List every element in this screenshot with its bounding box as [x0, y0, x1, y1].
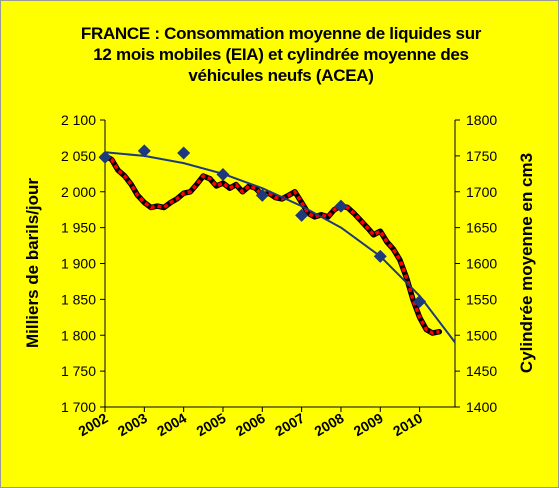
displacement-marker [255, 188, 269, 202]
left-axis-tick-label: 2 050 [61, 148, 96, 164]
x-axis-tick-label: 2008 [311, 410, 346, 440]
right-axis-tick-label: 1500 [466, 327, 497, 343]
x-axis-tick-label: 2009 [351, 410, 386, 440]
x-axis-tick-label: 2010 [390, 410, 425, 440]
displacement-marker [295, 208, 309, 222]
plot-area [98, 144, 456, 344]
right-axis-tick-label: 1400 [466, 399, 497, 415]
x-axis-tick-label: 2003 [115, 410, 150, 440]
right-axis-tick-label: 1650 [466, 220, 497, 236]
x-axis-tick-label: 2007 [272, 410, 307, 440]
right-axis-tick-label: 1750 [466, 148, 497, 164]
left-axis-label: Milliers de barils/jour [23, 178, 42, 348]
x-axis-ticks: 2002 2003 2004 2005 2006 2007 2008 2009 2010 [76, 407, 425, 440]
displacement-marker [373, 249, 387, 263]
displacement-marker [413, 295, 427, 309]
left-axis-tick-label: 1 850 [61, 291, 96, 307]
chart-title-line-1: FRANCE : Consommation moyenne de liquide… [80, 24, 482, 43]
left-axis-tick-label: 1 800 [61, 327, 96, 343]
right-axis-tick-label: 1550 [466, 291, 497, 307]
right-axis-tick-label: 1700 [466, 184, 497, 200]
displacement-marker [334, 199, 348, 213]
x-axis-tick-label: 2004 [154, 410, 189, 440]
left-axis-tick-label: 1 950 [61, 220, 96, 236]
displacement-marker [137, 144, 151, 158]
left-axis-tick-label: 2 000 [61, 184, 96, 200]
displacement-marker [216, 168, 230, 182]
left-axis-ticks: 2 100 2 050 2 000 1 950 1 900 1 850 1 800 1 750… [61, 112, 105, 415]
consumption-series-dash [104, 154, 440, 335]
right-axis-tick-label: 1800 [466, 112, 497, 128]
left-axis-tick-label: 1 700 [61, 399, 96, 415]
displacement-marker [98, 150, 112, 164]
right-axis-tick-label: 1450 [466, 363, 497, 379]
left-axis-tick-label: 2 100 [61, 112, 96, 128]
left-axis-tick-label: 1 900 [61, 256, 96, 272]
chart-title-line-2: 12 mois mobiles (EIA) et cylindrée moyen… [93, 45, 469, 64]
right-axis-ticks: 1800 1750 1700 1650 1600 1550 1500 1450 1400 [455, 112, 497, 415]
x-axis-tick-label: 2005 [193, 410, 228, 440]
x-axis-tick-label: 2006 [233, 410, 268, 440]
chart-title: FRANCE : Consommation moyenne de liquide… [21, 23, 541, 86]
right-axis-label: Cylindrée moyenne en cm3 [517, 153, 536, 373]
chart-title-line-3: véhicules neufs (ACEA) [188, 66, 374, 85]
left-axis-tick-label: 1 750 [61, 363, 96, 379]
displacement-marker [177, 146, 191, 160]
right-axis-tick-label: 1600 [466, 256, 497, 272]
displacement-trend-line [104, 151, 456, 344]
